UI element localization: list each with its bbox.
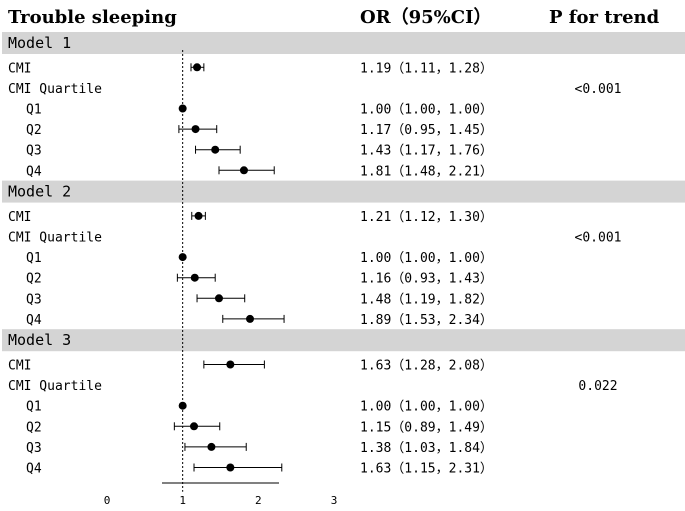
or-ci-text: 1.19（1.11，1.28）: [360, 61, 493, 76]
row-label: CMI Quartile: [8, 82, 102, 97]
row-label: Q2: [26, 420, 42, 435]
x-axis: 0 1 2 3: [104, 482, 338, 507]
or-ci-text: 1.16（0.93，1.43）: [360, 272, 493, 287]
model-band: [2, 180, 685, 203]
row-label: Q4: [26, 462, 42, 477]
or-ci-text: 1.21（1.12，1.30）: [360, 210, 493, 225]
or-point: [178, 253, 187, 262]
or-ci-text: 1.48（1.19，1.82）: [360, 292, 493, 307]
forest-rows: CMI 1.19（1.11，1.28） CMI Quartile <0.001 Q1 1.…: [8, 61, 621, 476]
or-point: [178, 104, 187, 113]
row-label: Q1: [26, 103, 42, 118]
row-label: Q2: [26, 123, 42, 138]
or-ci-text: 1.89（1.53，2.34）: [360, 313, 493, 328]
or-point: [193, 63, 202, 72]
or-point: [214, 294, 223, 303]
row-label: Q4: [26, 313, 42, 328]
or-ci-text: 1.38（1.03，1.84）: [360, 441, 493, 456]
p-trend-value: <0.001: [575, 82, 622, 97]
tick-label: 1: [179, 494, 186, 507]
p-trend-value: 0.022: [578, 379, 617, 394]
row-label: Q4: [26, 164, 42, 179]
plot-title: Trouble sleeping: [8, 7, 177, 28]
p-trend-column-header: P for trend: [549, 7, 660, 28]
row-label: Q1: [26, 251, 42, 266]
or-point: [194, 211, 203, 220]
row-label: CMI: [8, 359, 31, 374]
tick-label: 3: [331, 494, 338, 507]
row-label: Q3: [26, 292, 42, 307]
model-label: Model 1: [8, 34, 71, 52]
or-point: [226, 360, 235, 369]
model-band: [2, 329, 685, 352]
or-point: [226, 463, 235, 472]
tick-label: 0: [104, 494, 111, 507]
or-point: [207, 442, 216, 451]
or-column-header: OR（95%CI）: [360, 7, 492, 28]
or-point: [239, 166, 248, 175]
row-label: Q1: [26, 400, 42, 415]
row-label: Q3: [26, 144, 42, 159]
row-label: CMI: [8, 61, 31, 76]
or-ci-text: 1.63（1.15，2.31）: [360, 462, 493, 477]
or-point: [246, 314, 255, 323]
row-label: Q3: [26, 441, 42, 456]
or-ci-text: 1.00（1.00，1.00）: [360, 251, 493, 266]
tick-label: 2: [255, 494, 262, 507]
row-label: CMI Quartile: [8, 379, 102, 394]
or-ci-text: 1.17（0.95，1.45）: [360, 123, 493, 138]
model-band: [2, 32, 685, 54]
model-label: Model 2: [8, 183, 71, 201]
or-ci-text: 1.15（0.89，1.49）: [360, 420, 493, 435]
row-label: CMI Quartile: [8, 231, 102, 246]
or-point: [190, 273, 199, 282]
or-point: [191, 125, 200, 134]
or-point: [190, 422, 199, 431]
or-ci-text: 1.81（1.48，2.21）: [360, 164, 493, 179]
or-ci-text: 1.43（1.17，1.76）: [360, 144, 493, 159]
or-ci-text: 1.00（1.00，1.00）: [360, 400, 493, 415]
or-point: [211, 145, 220, 154]
row-label: Q2: [26, 272, 42, 287]
or-point: [178, 401, 187, 410]
or-ci-text: 1.63（1.28，2.08）: [360, 359, 493, 374]
model-bands: Model 1 Model 2 Model 3: [2, 32, 685, 352]
p-trend-value: <0.001: [575, 231, 622, 246]
model-label: Model 3: [8, 331, 71, 349]
or-ci-text: 1.00（1.00，1.00）: [360, 103, 493, 118]
row-label: CMI: [8, 210, 31, 225]
